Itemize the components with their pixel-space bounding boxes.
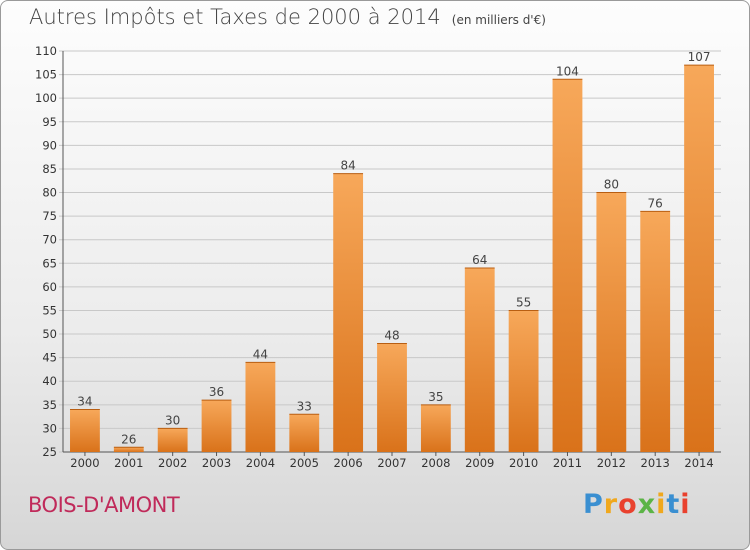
bar bbox=[333, 173, 364, 453]
data-label: 30 bbox=[165, 413, 180, 427]
y-tick-label: 60 bbox=[42, 280, 57, 294]
y-tick-label: 65 bbox=[42, 256, 57, 270]
x-tick-label: 2000 bbox=[70, 456, 99, 470]
data-label: 84 bbox=[340, 159, 355, 173]
y-tick-label: 100 bbox=[35, 91, 57, 105]
y-tick-label: 95 bbox=[42, 115, 57, 129]
data-label: 107 bbox=[688, 50, 711, 64]
logo-letter: x bbox=[637, 489, 657, 520]
y-tick-label: 50 bbox=[42, 327, 57, 341]
data-label: 64 bbox=[472, 253, 487, 267]
commune-name: BOIS-D'AMONT bbox=[28, 493, 180, 517]
bar bbox=[377, 343, 407, 452]
y-tick-label: 30 bbox=[42, 421, 57, 435]
x-tick-label: 2012 bbox=[597, 456, 626, 470]
y-tick-label: 90 bbox=[42, 138, 57, 152]
bar bbox=[508, 310, 539, 452]
x-tick-label: 2010 bbox=[509, 456, 538, 470]
x-tick-label: 2014 bbox=[684, 456, 713, 470]
x-tick-label: 2006 bbox=[333, 456, 362, 470]
bar bbox=[289, 414, 320, 452]
x-tick-label: 2013 bbox=[641, 456, 670, 470]
bar bbox=[201, 400, 232, 452]
logo-letter: i bbox=[680, 489, 691, 520]
data-label: 80 bbox=[604, 178, 619, 192]
y-tick-label: 110 bbox=[35, 44, 57, 58]
y-tick-label: 105 bbox=[35, 68, 57, 82]
data-label: 26 bbox=[121, 432, 136, 446]
chart-title-unit: (en milliers d'€) bbox=[451, 13, 546, 27]
y-tick-label: 70 bbox=[42, 233, 57, 247]
x-tick-label: 2004 bbox=[246, 456, 275, 470]
proxiti-logo[interactable]: Proxiti bbox=[583, 489, 691, 520]
x-tick-label: 2007 bbox=[377, 456, 406, 470]
data-label: 44 bbox=[253, 347, 268, 361]
x-tick-label: 2001 bbox=[114, 456, 143, 470]
logo-letter: o bbox=[618, 489, 638, 520]
y-tick-label: 85 bbox=[42, 162, 57, 176]
bar bbox=[640, 211, 671, 452]
data-label: 48 bbox=[384, 328, 399, 342]
data-label: 76 bbox=[648, 196, 663, 210]
logo-letter: r bbox=[603, 489, 619, 520]
x-tick-label: 2003 bbox=[202, 456, 231, 470]
y-tick-label: 75 bbox=[42, 209, 57, 223]
bar bbox=[684, 65, 714, 452]
bar bbox=[70, 409, 100, 452]
data-label: 36 bbox=[209, 385, 224, 399]
chart-title: Autres Impôts et Taxes de 2000 à 2014 (e… bbox=[29, 5, 546, 29]
bar bbox=[113, 447, 144, 452]
y-tick-label: 40 bbox=[42, 374, 57, 388]
data-label: 55 bbox=[516, 295, 531, 309]
bar bbox=[157, 428, 188, 452]
bar bbox=[420, 404, 451, 452]
bar bbox=[245, 362, 276, 452]
logo-letter: P bbox=[583, 489, 604, 520]
y-tick-label: 55 bbox=[42, 303, 57, 317]
x-tick-label: 2002 bbox=[158, 456, 187, 470]
chart-title-main: Autres Impôts et Taxes de 2000 à 2014 bbox=[29, 5, 441, 29]
logo-letter: t bbox=[666, 489, 681, 520]
bar bbox=[552, 79, 583, 453]
data-label: 33 bbox=[297, 399, 312, 413]
bar bbox=[596, 192, 627, 452]
data-label: 104 bbox=[556, 64, 579, 78]
x-tick-label: 2009 bbox=[465, 456, 494, 470]
x-tick-label: 2011 bbox=[553, 456, 582, 470]
y-tick-label: 80 bbox=[42, 186, 57, 200]
bar bbox=[464, 268, 495, 452]
x-tick-label: 2008 bbox=[421, 456, 450, 470]
data-label: 34 bbox=[77, 395, 92, 409]
y-tick-label: 45 bbox=[42, 351, 57, 365]
logo-letter: i bbox=[656, 489, 667, 520]
y-tick-label: 35 bbox=[42, 398, 57, 412]
data-label: 35 bbox=[428, 390, 443, 404]
x-tick-label: 2005 bbox=[290, 456, 319, 470]
y-tick-label: 25 bbox=[42, 445, 57, 459]
